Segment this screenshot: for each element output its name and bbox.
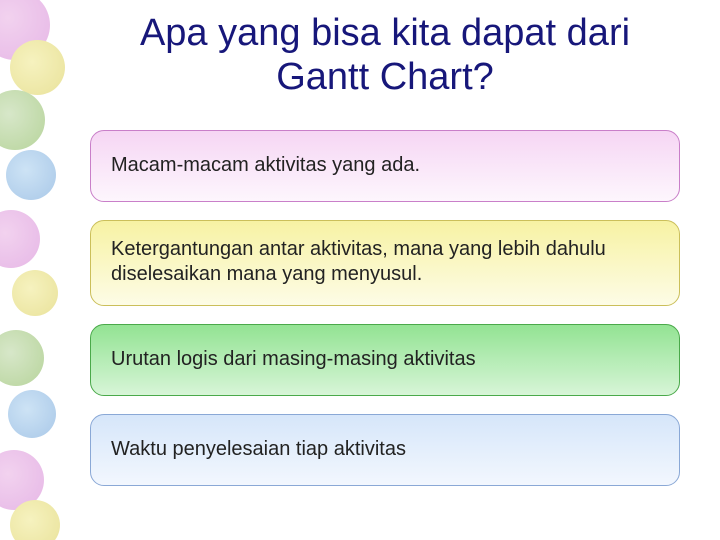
list-item-text: Urutan logis dari masing-masing aktivita… <box>111 347 476 372</box>
slide: Apa yang bisa kita dapat dari Gantt Char… <box>0 0 720 540</box>
list-item-text: Ketergantungan antar aktivitas, mana yan… <box>111 237 659 287</box>
list-item: Macam-macam aktivitas yang ada. <box>90 130 680 202</box>
list-item: Ketergantungan antar aktivitas, mana yan… <box>90 220 680 306</box>
page-title: Apa yang bisa kita dapat dari Gantt Char… <box>90 12 680 99</box>
decor-left <box>0 0 64 540</box>
items-list: Macam-macam aktivitas yang ada. Ketergan… <box>90 130 680 486</box>
list-item-text: Macam-macam aktivitas yang ada. <box>111 153 420 178</box>
list-item: Urutan logis dari masing-masing aktivita… <box>90 324 680 396</box>
list-item-text: Waktu penyelesaian tiap aktivitas <box>111 437 406 462</box>
list-item: Waktu penyelesaian tiap aktivitas <box>90 414 680 486</box>
